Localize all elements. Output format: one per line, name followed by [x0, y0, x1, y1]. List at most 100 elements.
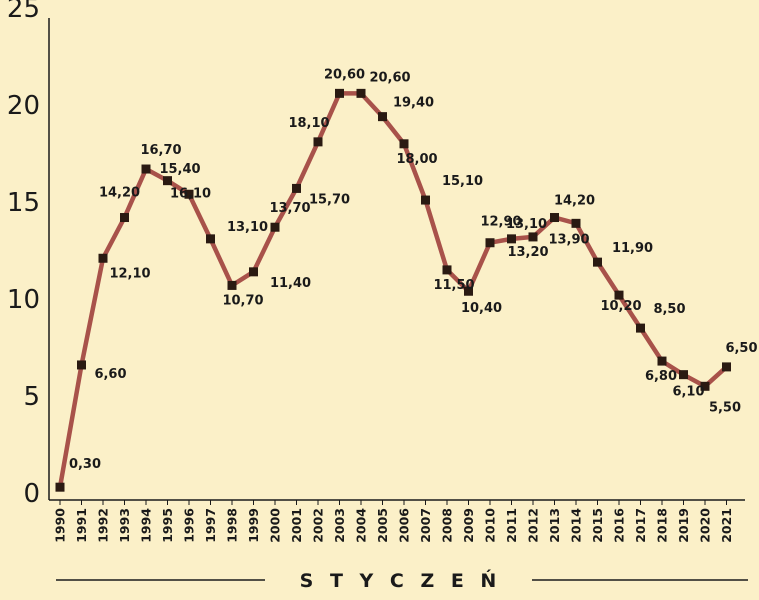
x-tick-label: 1997: [203, 508, 218, 543]
data-label: 5,50: [709, 400, 741, 415]
data-point: [120, 213, 129, 223]
x-tick-label: 2006: [397, 508, 412, 543]
data-label: 6,50: [725, 341, 757, 356]
x-tick-label: 2012: [526, 508, 541, 543]
data-point: [700, 381, 710, 391]
x-tick-label: 1995: [160, 508, 175, 543]
data-label: 15,70: [309, 192, 350, 207]
data-point: [722, 362, 731, 372]
data-point: [270, 222, 280, 232]
x-tick-label: 1999: [246, 508, 261, 543]
data-point: [485, 238, 495, 248]
data-label: 10,70: [222, 293, 263, 308]
data-point: [55, 482, 65, 492]
x-tick-label: 2004: [354, 508, 369, 543]
y-tick-label: 20: [7, 91, 40, 121]
x-tick-label: 1991: [74, 508, 89, 543]
series-markers: [55, 88, 731, 492]
data-label: 14,20: [99, 186, 140, 201]
data-label: 6,10: [672, 385, 704, 400]
x-tick-label: 2013: [547, 508, 562, 543]
x-tick-label: 2003: [332, 508, 347, 543]
x-tick-label: 2008: [440, 508, 455, 543]
x-tick-label: 2014: [569, 508, 584, 543]
x-tick-label: 2005: [375, 508, 390, 543]
x-tick-label: 2009: [461, 508, 476, 543]
x-tick-label: 2010: [483, 508, 498, 543]
data-point: [163, 176, 172, 186]
data-label: 13,10: [227, 220, 268, 235]
x-tick-label: 2015: [590, 508, 605, 543]
data-point: [77, 360, 86, 370]
x-tick-label: 1992: [96, 508, 111, 543]
x-tick-label: 2019: [676, 508, 691, 543]
data-label: 11,90: [612, 241, 653, 256]
data-label: 15,40: [159, 162, 200, 177]
data-label: 14,20: [554, 194, 595, 209]
x-axis-label: S T Y C Z E Ń: [300, 569, 497, 592]
x-tick-label: 2018: [655, 508, 670, 543]
x-tick-label: 2000: [268, 508, 283, 543]
data-point: [442, 265, 452, 275]
data-label: 8,50: [653, 302, 685, 317]
y-tick-label: 15: [7, 188, 40, 218]
data-label: 13,20: [507, 245, 548, 260]
x-tick-label: 2002: [311, 508, 326, 543]
data-label: 12,90: [480, 215, 521, 230]
y-tick-label: 25: [7, 0, 40, 24]
data-label: 12,10: [109, 266, 150, 281]
data-point: [249, 267, 258, 277]
data-point: [657, 356, 667, 366]
data-label: 16,70: [140, 143, 181, 158]
x-tick-label: 2020: [698, 508, 713, 543]
data-point: [636, 323, 645, 333]
x-tick-label: 1996: [182, 508, 197, 543]
data-point: [614, 290, 624, 300]
data-point: [313, 137, 323, 147]
data-label: 19,40: [393, 96, 434, 111]
data-point: [571, 218, 581, 228]
data-label: 18,00: [396, 152, 437, 167]
x-axis-ticks: 1990 1991 1992 1993 1994 1995 1996 1997 1998 1999…: [53, 500, 734, 543]
data-label: 6,60: [94, 367, 126, 382]
y-tick-label: 10: [7, 285, 40, 315]
data-point: [141, 164, 151, 174]
y-tick-label: 0: [23, 479, 40, 509]
data-point: [378, 112, 387, 122]
data-point: [227, 280, 237, 290]
x-tick-label: 2017: [633, 508, 648, 543]
x-tick-label: 2016: [612, 508, 627, 543]
data-label: 15,10: [442, 174, 483, 189]
data-label: 10,20: [600, 299, 641, 314]
data-point: [335, 88, 344, 98]
data-point: [292, 183, 301, 193]
data-label: 11,50: [433, 278, 474, 293]
data-point: [550, 213, 559, 223]
y-axis-ticks: 0 5 10 15 20 25: [7, 0, 40, 509]
data-label: 20,60: [324, 67, 365, 82]
data-label: 13,90: [548, 232, 589, 247]
x-tick-label: 2007: [418, 508, 433, 543]
data-label: 13,10: [506, 217, 547, 232]
data-point: [464, 286, 473, 296]
data-label: 11,40: [270, 276, 311, 291]
data-point: [421, 195, 430, 205]
data-label: 16,10: [170, 187, 211, 202]
data-point: [98, 253, 108, 263]
data-labels: 0,30 6,60 12,10 14,20 16,70 16,10 15,40 13,10 10…: [69, 67, 758, 472]
data-point: [593, 257, 602, 267]
data-label: 0,30: [69, 457, 101, 472]
x-tick-label: 1993: [117, 508, 132, 543]
data-point: [679, 370, 688, 380]
data-point: [528, 232, 538, 242]
data-label: 6,80: [645, 369, 677, 384]
x-tick-label: 2021: [719, 508, 734, 543]
data-point: [184, 189, 194, 199]
data-point: [356, 88, 366, 98]
data-point: [399, 139, 409, 149]
data-point: [206, 234, 215, 244]
x-tick-label: 1994: [139, 508, 154, 543]
data-label: 10,40: [461, 301, 502, 316]
data-point: [507, 234, 516, 244]
